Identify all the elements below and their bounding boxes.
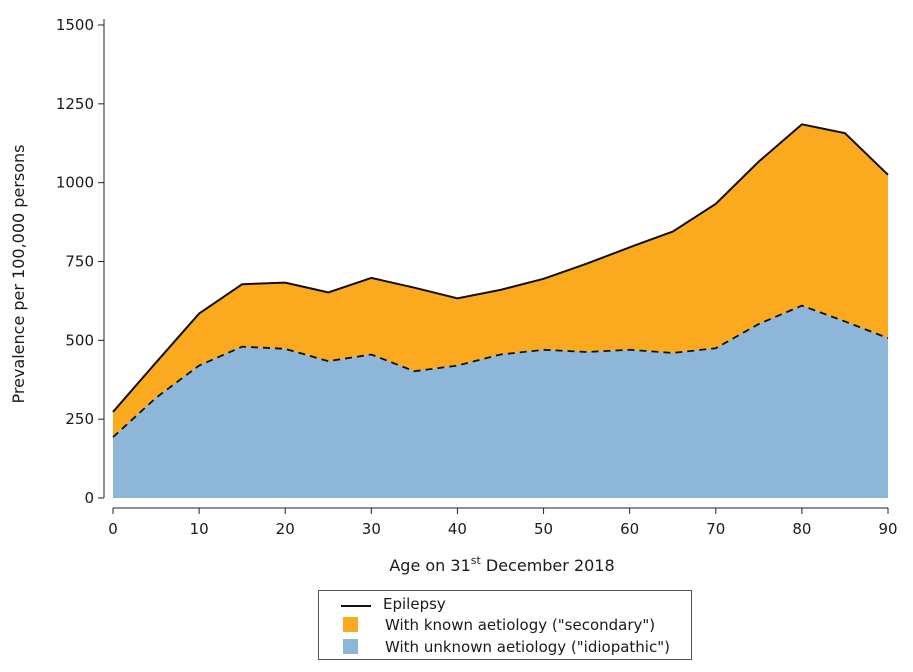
y-tick-label: 750 <box>65 253 94 271</box>
y-ticks: 0 250 500 750 1000 1250 1500 <box>56 16 104 507</box>
x-axis-title: Age on 31st December 2018 <box>389 554 614 575</box>
x-axis-title-main: Age on 31 <box>389 556 470 575</box>
plot-areas <box>112 123 889 498</box>
x-ticks: 0 10 20 30 40 50 60 70 80 90 <box>108 508 898 538</box>
x-axis-title-sup: st <box>471 554 482 567</box>
idiopathic-dashed-edge <box>112 304 889 438</box>
x-tick-label: 50 <box>534 520 553 538</box>
x-tick-label: 20 <box>276 520 295 538</box>
y-tick-label: 1250 <box>56 95 94 113</box>
legend-idiopathic-swatch <box>343 639 358 654</box>
x-tick-label: 80 <box>792 520 811 538</box>
secondary-area <box>113 124 888 438</box>
x-tick-label: 90 <box>878 520 897 538</box>
y-axis-title: Prevalence per 100,000 persons <box>9 145 28 404</box>
x-tick-label: 70 <box>706 520 725 538</box>
area-chart: 0 250 500 750 1000 1250 1500 0 10 20 30 40 50 60 70 80… <box>9 16 898 575</box>
y-tick-label: 500 <box>65 331 94 349</box>
y-tick-label: 1000 <box>56 174 94 192</box>
legend-secondary-label: With known aetiology ("secondary") <box>385 616 656 634</box>
y-tick-label: 1500 <box>56 16 94 34</box>
legend-epilepsy-line <box>341 605 371 607</box>
x-tick-label: 60 <box>620 520 639 538</box>
x-tick-label: 10 <box>190 520 209 538</box>
idiopathic-area <box>113 305 888 498</box>
y-tick-label: 250 <box>65 410 94 428</box>
x-tick-label: 0 <box>108 520 118 538</box>
y-tick-label: 0 <box>84 489 94 507</box>
axes <box>103 19 888 509</box>
x-tick-label: 40 <box>448 520 467 538</box>
legend: Epilepsy With known aetiology ("secondar… <box>318 590 692 660</box>
legend-secondary-swatch <box>343 617 358 632</box>
epilepsy-line <box>112 123 889 413</box>
legend-idiopathic-label: With unknown aetiology ("idiopathic") <box>385 638 670 656</box>
x-axis-title-rest: December 2018 <box>481 556 615 575</box>
x-tick-label: 30 <box>362 520 381 538</box>
legend-epilepsy-label: Epilepsy <box>383 595 446 613</box>
